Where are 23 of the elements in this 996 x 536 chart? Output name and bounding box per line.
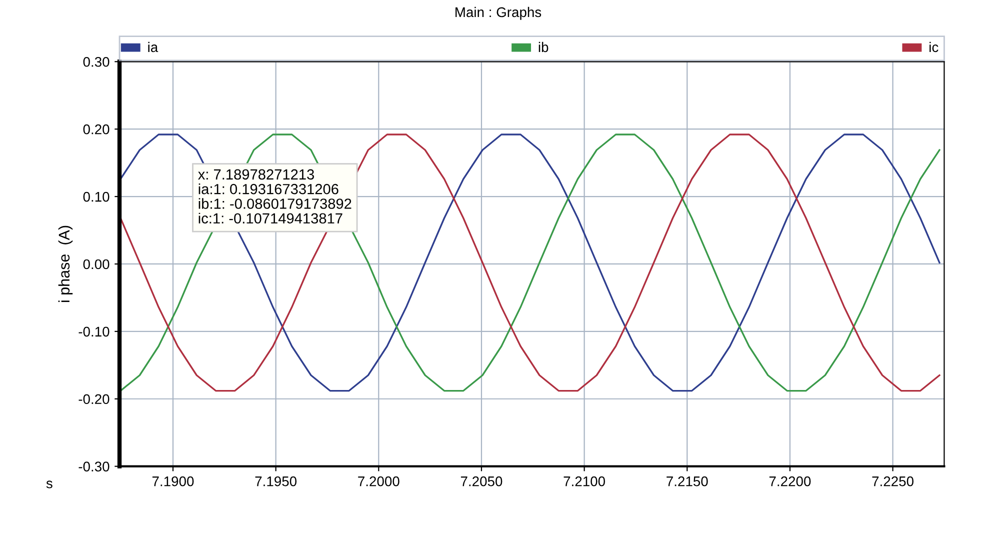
y-tick-label: 0.00: [83, 259, 110, 270]
x-tick-label: 7.2050: [460, 476, 502, 486]
legend-label: ia: [148, 42, 158, 52]
x-tick-label: 7.2000: [358, 476, 400, 486]
x-tick-label: 7.1950: [255, 476, 297, 486]
chart-title: Main : Graphs: [456, 6, 542, 20]
x-tick-label: 7.2200: [769, 476, 811, 486]
line-series: [120, 134, 940, 392]
y-tick-label: -0.30: [78, 462, 110, 472]
y-tick-label: 0.10: [83, 192, 110, 202]
x-tick-label: 7.2100: [564, 476, 606, 486]
x-axis-title: s: [46, 480, 52, 488]
annotation: x: 7.18978271213 ia:1: 0.193167331206 ib:1: -0.0860179173892 ic:1: -0.107149413817: [198, 169, 352, 224]
legend-label: ib: [538, 42, 548, 52]
legend-label: ic: [930, 42, 938, 52]
y-tick-label: 0.30: [83, 56, 110, 67]
y-axis-title: i phase (A): [58, 226, 73, 302]
x-tick-label: 7.1900: [152, 476, 194, 486]
y-tick-label: 0.20: [83, 124, 110, 134]
y-tick-label: -0.10: [78, 326, 110, 337]
x-tick-label: 7.2250: [872, 476, 914, 486]
y-tick-label: -0.20: [78, 394, 110, 404]
x-tick-label: 7.2150: [666, 476, 708, 486]
